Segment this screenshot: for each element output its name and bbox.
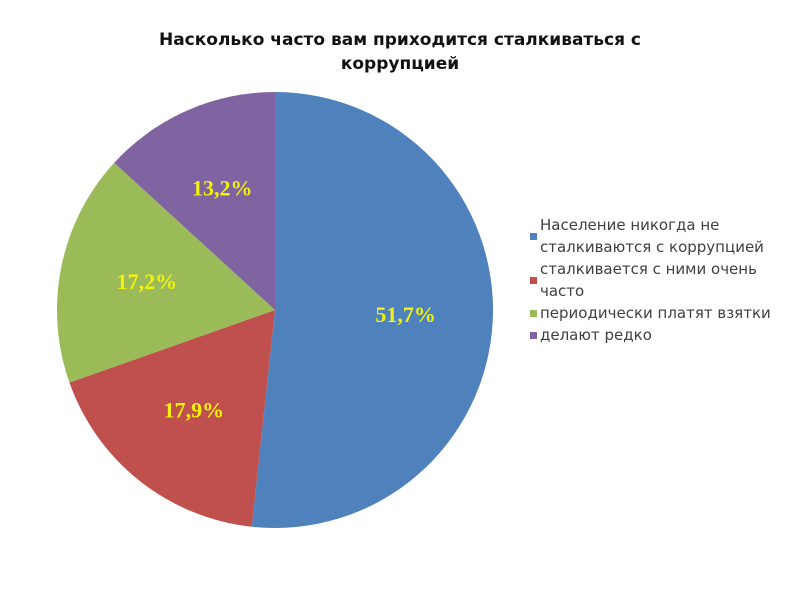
legend-swatch [530, 309, 537, 317]
data-label: 51,7% [375, 302, 436, 327]
legend-swatch [530, 331, 537, 339]
pie-slice [114, 92, 275, 310]
legend-item: сталкивается с ними очень часто [530, 258, 785, 302]
legend-item: периодически платят взятки [530, 302, 785, 324]
pie-slice [69, 310, 275, 527]
legend-label: сталкивается с ними очень часто [540, 260, 757, 300]
data-label: 13,2% [192, 175, 253, 200]
legend-swatch [530, 232, 537, 240]
legend-label: периодически платят взятки [540, 304, 771, 322]
legend-label: Население никогда не сталкиваются с корр… [540, 216, 764, 256]
chart-title: Насколько часто вам приходится сталкиват… [158, 30, 642, 74]
data-label: 17,9% [164, 398, 225, 423]
legend-item: делают редко [530, 324, 785, 346]
legend-label: делают редко [540, 326, 652, 344]
legend-swatch [530, 276, 537, 284]
pie-slice [57, 162, 275, 383]
legend-item: Население никогда не сталкиваются с корр… [530, 214, 785, 258]
pie-slice [251, 92, 493, 528]
legend: Население никогда не сталкиваются с корр… [530, 214, 785, 346]
data-label: 17,2% [117, 269, 178, 294]
